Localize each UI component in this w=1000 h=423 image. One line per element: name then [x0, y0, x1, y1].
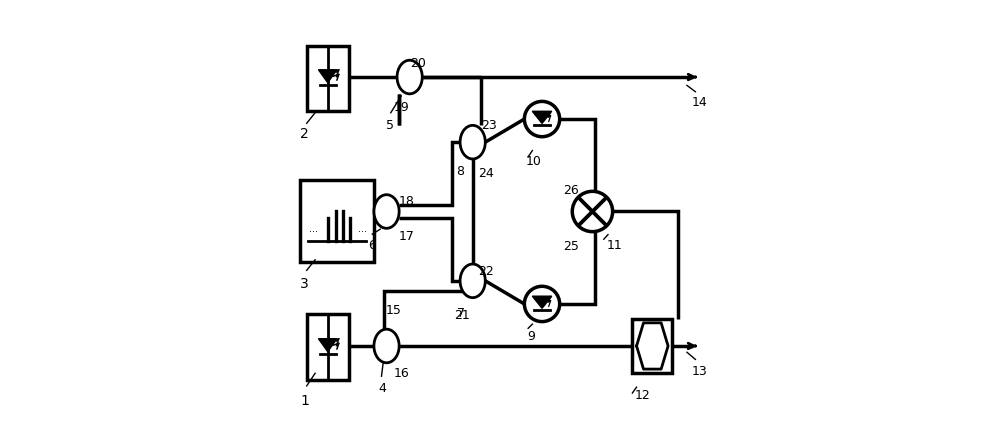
Ellipse shape	[460, 264, 485, 298]
Circle shape	[572, 191, 613, 232]
Text: 6: 6	[368, 239, 376, 252]
Text: 13: 13	[691, 365, 707, 378]
Text: ···: ···	[358, 227, 367, 237]
Circle shape	[524, 102, 560, 137]
Polygon shape	[532, 111, 552, 124]
Text: 25: 25	[563, 240, 579, 253]
Text: 4: 4	[378, 382, 386, 395]
Text: 17: 17	[399, 231, 415, 243]
Text: 8: 8	[456, 165, 464, 178]
Circle shape	[524, 286, 560, 321]
Text: 14: 14	[691, 96, 707, 109]
Text: 22: 22	[478, 265, 494, 278]
Text: 23: 23	[481, 119, 497, 132]
Text: 19: 19	[394, 102, 410, 114]
Bar	[307, 314, 349, 379]
Text: 26: 26	[563, 184, 579, 197]
Text: 7: 7	[457, 308, 465, 320]
Text: 20: 20	[410, 57, 426, 70]
Text: 12: 12	[634, 389, 650, 402]
Polygon shape	[318, 70, 337, 83]
Text: 11: 11	[607, 239, 623, 252]
Text: 1: 1	[300, 394, 309, 408]
Text: 15: 15	[386, 304, 402, 317]
Text: 18: 18	[398, 195, 414, 208]
Text: 24: 24	[478, 168, 494, 180]
Ellipse shape	[397, 60, 422, 94]
Bar	[300, 180, 374, 262]
Text: 5: 5	[386, 119, 394, 132]
Text: 3: 3	[300, 277, 309, 291]
Text: ···: ···	[309, 227, 318, 237]
Text: 2: 2	[300, 127, 309, 141]
Polygon shape	[532, 296, 552, 308]
Ellipse shape	[374, 195, 399, 228]
Text: 9: 9	[527, 330, 535, 343]
Bar	[632, 319, 672, 373]
Text: 21: 21	[454, 309, 470, 322]
Bar	[307, 46, 349, 111]
Ellipse shape	[460, 125, 485, 159]
Text: 16: 16	[394, 367, 410, 380]
Polygon shape	[318, 339, 337, 352]
Ellipse shape	[374, 329, 399, 363]
Text: 10: 10	[526, 155, 542, 168]
